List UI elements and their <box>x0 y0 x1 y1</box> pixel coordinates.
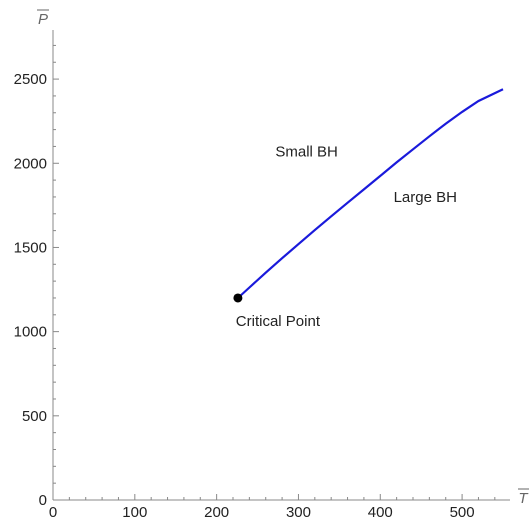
critical-point-label: Critical Point <box>236 313 321 330</box>
y-tick-label: 2000 <box>14 155 47 172</box>
y-tick-label: 1500 <box>14 239 47 256</box>
coexistence-curve <box>237 88 504 299</box>
y-axis-title-text: P <box>38 11 48 28</box>
x-tick-label: 400 <box>368 504 393 521</box>
x-ticks: 0 100 200 300 400 500 <box>49 494 496 521</box>
y-axis-title: P <box>37 9 49 28</box>
x-axis-title-text: T <box>518 490 529 507</box>
x-tick-label: 0 <box>49 504 57 521</box>
y-tick-label: 1000 <box>14 324 47 341</box>
x-tick-label: 200 <box>204 504 229 521</box>
x-axis: 0 100 200 300 400 500 <box>49 494 510 521</box>
y-tick-label: 500 <box>22 408 47 425</box>
y-ticks: 0 500 1000 1500 2000 2500 <box>14 44 59 509</box>
annotation-small-bh: Small BH <box>275 143 338 160</box>
x-axis-title: T <box>518 488 529 507</box>
critical-point-marker <box>233 293 243 303</box>
x-tick-label: 100 <box>122 504 147 521</box>
x-tick-label: 300 <box>286 504 311 521</box>
annotation-large-bh: Large BH <box>394 189 457 206</box>
y-tick-label: 2500 <box>14 71 47 88</box>
y-axis: 0 500 1000 1500 2000 2500 <box>14 30 59 509</box>
x-tick-label: 500 <box>450 504 475 521</box>
y-tick-label: 0 <box>39 492 47 509</box>
